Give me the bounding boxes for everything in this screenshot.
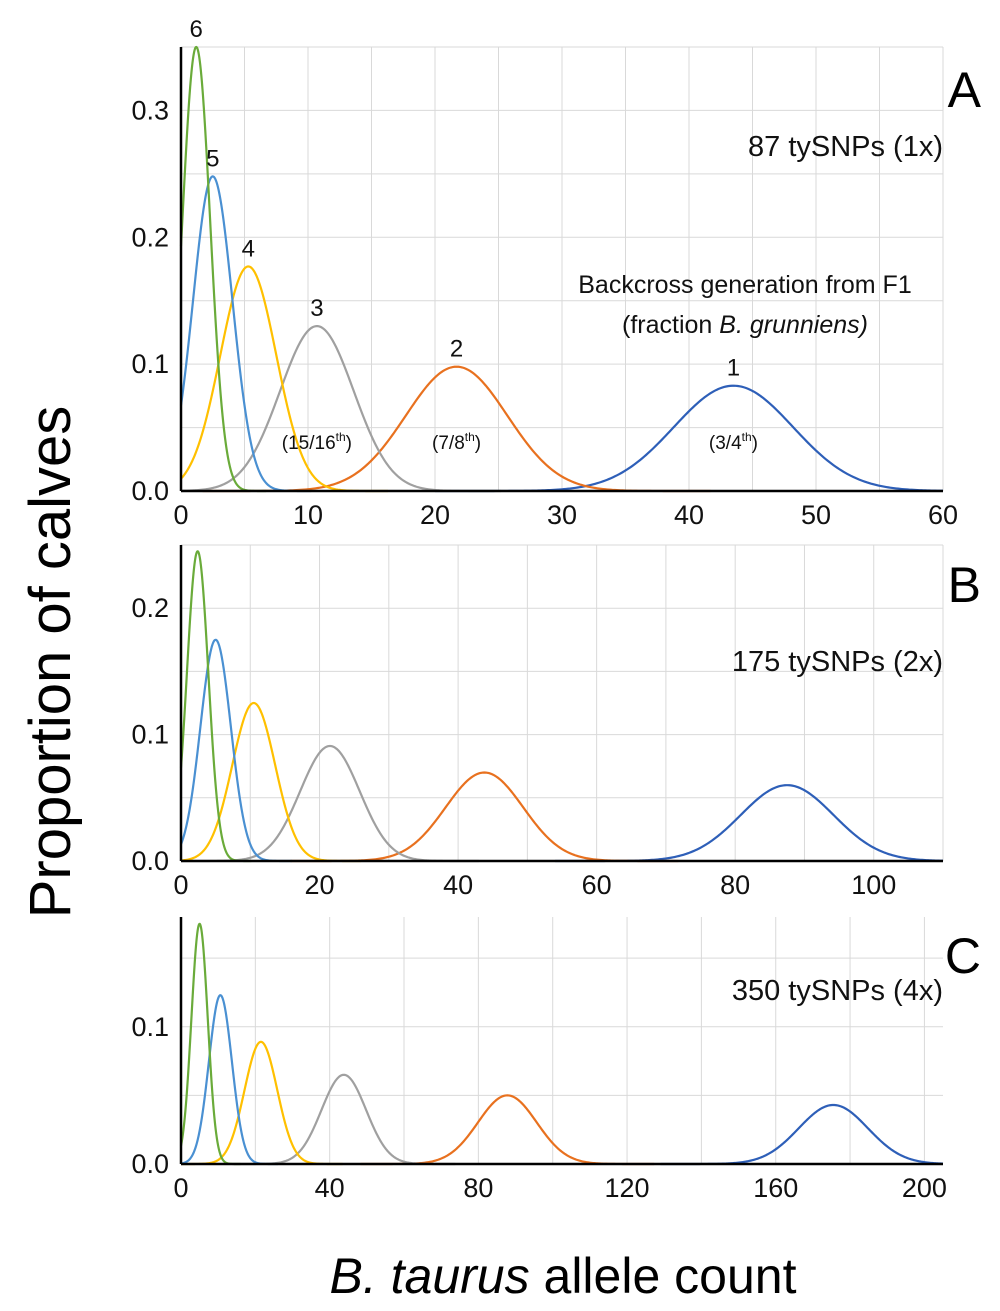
chart-panels: 0 10 20 30 40 50 600.00.10.20.3 A87 tySNPs (1x)… <box>131 16 981 1203</box>
x-axis-label-rest: allele count <box>530 1248 797 1304</box>
y-axis-label: Proportion of calves <box>18 406 83 919</box>
fraction-label: (7/8th) <box>432 430 481 454</box>
series-line-gen-3 <box>232 1073 456 1166</box>
fraction-label-end: ) <box>752 433 758 454</box>
snp-count-label: 87 tySNPs (1x) <box>748 131 943 163</box>
x-tick-label: 100 <box>851 870 896 900</box>
fraction-label-sup: th <box>742 430 752 444</box>
y-tick-label: 0.2 <box>131 222 169 252</box>
panel-letter: A <box>948 62 982 118</box>
x-tick-label: 20 <box>305 870 335 900</box>
x-axis-label-italic: B. taurus <box>330 1248 530 1304</box>
panel-letter: B <box>948 557 981 613</box>
series-line-gen-6 <box>179 550 252 863</box>
y-tick-label: 0.3 <box>131 95 169 125</box>
panel-letter: C <box>945 928 981 984</box>
x-tick-label: 30 <box>547 500 577 530</box>
generation-number-label: 5 <box>206 145 219 172</box>
x-tick-label: 0 <box>173 1173 188 1203</box>
legend-note-line2: (fraction B. grunniens) <box>622 311 868 339</box>
fraction-label-sup: th <box>336 430 346 444</box>
x-tick-label: 120 <box>605 1173 650 1203</box>
series-line-gen-1 <box>660 1103 944 1166</box>
panel-a: 0 10 20 30 40 50 60 0.0 0.1 0.2 0.3 A87 tySNPs (1x)… <box>131 16 981 530</box>
x-axis-label: B. taurus allele count <box>330 1248 797 1304</box>
y-tick-label: 0.1 <box>131 720 169 750</box>
fraction-label-sup: th <box>465 430 475 444</box>
fraction-label-end: ) <box>475 433 481 454</box>
snp-count-label: 350 tySNPs (4x) <box>732 975 943 1007</box>
fraction-label-main: (7/8 <box>432 433 465 454</box>
fraction-label-main: (15/16 <box>282 433 336 454</box>
legend-note-line1: Backcross generation from F1 <box>578 271 911 299</box>
generation-number-label: 6 <box>190 16 203 43</box>
x-tick-label: 40 <box>443 870 473 900</box>
series-line-gen-2 <box>290 771 679 863</box>
x-tick-label: 60 <box>582 870 612 900</box>
legend-note-line2-italic: B. grunniens) <box>719 311 868 339</box>
y-tick-label: 0.1 <box>131 349 169 379</box>
generation-number-label: 1 <box>727 355 740 382</box>
x-tick-label: 0 <box>173 870 188 900</box>
fraction-label-end: ) <box>346 433 352 454</box>
y-tick-label: 0.0 <box>131 846 169 876</box>
x-tick-label: 80 <box>463 1173 493 1203</box>
panel-b: 0 20 40 60 80 100 0.0 0.1 0.2 B 175 tySNPs (2x) <box>131 544 981 900</box>
series-line-gen-2 <box>360 1094 655 1166</box>
fraction-label: (15/16th) <box>282 430 352 454</box>
generation-number-label: 3 <box>310 295 323 322</box>
x-tick-label: 40 <box>674 500 704 530</box>
series-line-gen-2 <box>202 365 711 493</box>
series-line-gen-4 <box>181 1040 343 1166</box>
x-tick-label: 200 <box>902 1173 947 1203</box>
y-tick-label: 0.2 <box>131 593 169 623</box>
snp-count-label: 175 tySNPs (2x) <box>732 646 943 678</box>
generation-number-label: 2 <box>450 336 463 363</box>
y-tick-label: 0.0 <box>131 476 169 506</box>
series-line-gen-4 <box>180 701 362 863</box>
x-tick-label: 40 <box>315 1173 345 1203</box>
x-tick-label: 160 <box>753 1173 798 1203</box>
generation-number-label: 4 <box>242 235 255 262</box>
x-tick-label: 60 <box>928 500 958 530</box>
x-tick-label: 80 <box>720 870 750 900</box>
series-line-gen-5 <box>180 994 279 1166</box>
series-line-gen-3 <box>181 744 479 863</box>
fraction-label-main: (3/4 <box>709 433 742 454</box>
x-tick-label: 10 <box>293 500 323 530</box>
fraction-label: (3/4th) <box>709 430 758 454</box>
y-tick-label: 0.0 <box>131 1149 169 1179</box>
y-tick-label: 0.1 <box>131 1012 169 1042</box>
x-tick-label: 20 <box>420 500 450 530</box>
x-tick-label: 50 <box>801 500 831 530</box>
x-tick-label: 0 <box>173 500 188 530</box>
series-line-gen-1 <box>555 784 944 863</box>
legend-note-line2-plain: (fraction <box>622 311 719 339</box>
